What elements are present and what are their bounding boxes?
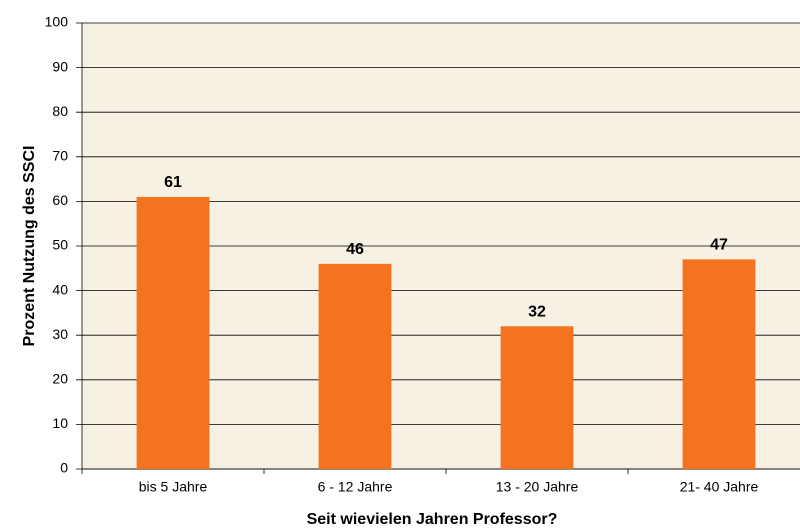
y-tick-label: 40	[52, 281, 68, 297]
x-tick-label: 21- 40 Jahre	[680, 479, 759, 495]
data-label: 61	[164, 174, 182, 191]
bar	[500, 326, 574, 469]
y-tick-label: 30	[52, 326, 68, 342]
data-label: 46	[346, 241, 364, 258]
x-tick-label: bis 5 Jahre	[139, 479, 208, 495]
bar	[136, 196, 210, 469]
y-axis-label: Prozent Nutzung des SSCI	[21, 146, 38, 347]
y-tick-label: 50	[52, 237, 68, 253]
y-tick-label: 20	[52, 371, 68, 387]
x-tick-label: 13 - 20 Jahre	[496, 479, 579, 495]
x-axis-label: Seit wievielen Jahren Professor?	[307, 511, 558, 528]
bar	[318, 263, 392, 469]
y-tick-label: 70	[52, 148, 68, 164]
y-tick-label: 0	[60, 460, 68, 476]
y-tick-label: 60	[52, 192, 68, 208]
y-tick-label: 90	[52, 58, 68, 74]
data-label: 32	[528, 303, 546, 320]
bar	[682, 259, 756, 469]
y-tick-label: 80	[52, 103, 68, 119]
x-tick-label: 6 - 12 Jahre	[318, 479, 393, 495]
data-label: 47	[710, 237, 728, 254]
y-tick-label: 100	[45, 14, 69, 30]
y-tick-label: 10	[52, 415, 68, 431]
